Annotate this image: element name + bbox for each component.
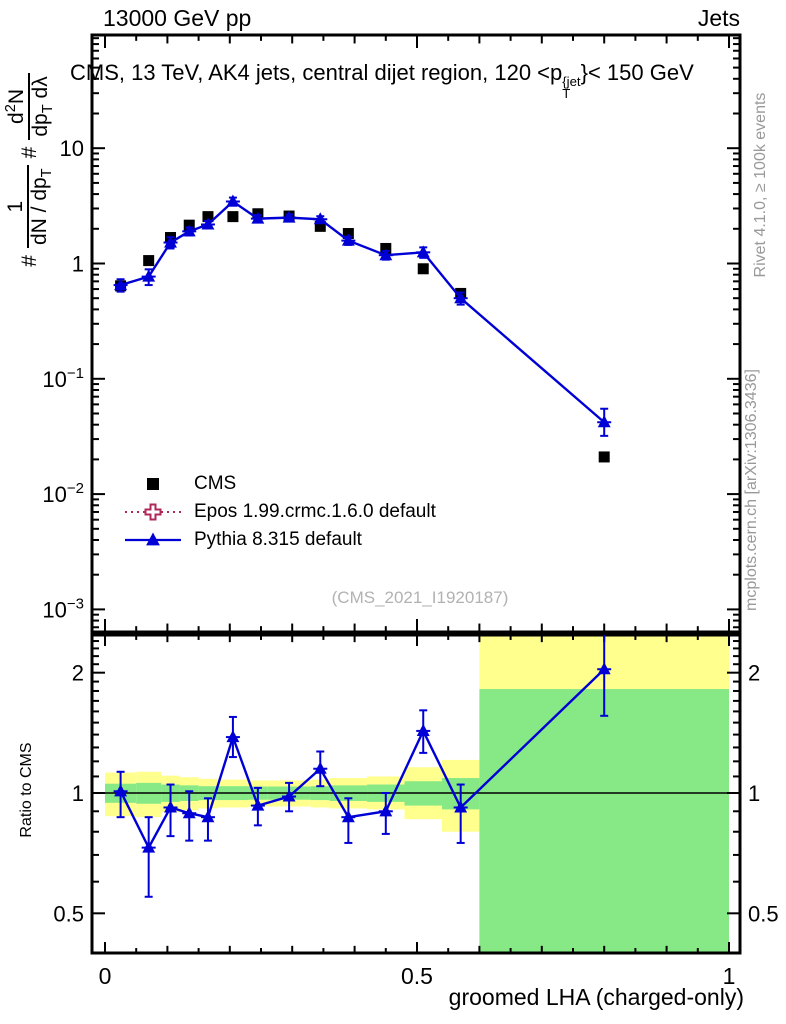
analysis-id-watermark: (CMS_2021_I1920187) [331, 588, 509, 607]
svg-text:0: 0 [99, 963, 112, 989]
svg-text:0.5: 0.5 [748, 901, 779, 926]
plot-title-text: CMS, 13 TeV, AK4 jets, central dijet reg… [70, 60, 563, 85]
x-axis-label: groomed LHA (charged-only) [448, 984, 744, 1010]
svg-text:1: 1 [723, 963, 736, 989]
svg-text:2: 2 [72, 661, 84, 686]
svg-text:1: 1 [748, 781, 760, 806]
fraction2-numerator: d2N [3, 73, 30, 140]
legend-item-pythia: Pythia 8.315 default [122, 526, 436, 554]
yaxis-fraction-1: 1 dN / dpT [4, 165, 56, 249]
beam-energy-label: 13000 GeV pp [103, 5, 252, 31]
svg-text:1: 1 [72, 781, 84, 806]
yaxis-fraction-2: d2N dpT dλ [3, 73, 57, 140]
epos-cross-marker-icon [122, 502, 184, 522]
svg-text:2: 2 [748, 661, 760, 686]
pythia-triangle-marker-icon [122, 530, 184, 550]
legend-item-epos: Epos 1.99.crmc.1.6.0 default [122, 498, 436, 526]
svg-text:0.5: 0.5 [53, 901, 84, 926]
fraction1-denominator: dN / dpT [27, 168, 55, 246]
cms-square-marker-icon [122, 474, 184, 494]
pt-jet-supsub: {jet T [562, 73, 581, 102]
hash-symbol: # [18, 146, 41, 159]
svg-text:10−1: 10−1 [42, 365, 84, 392]
mcplots-credit-label: mcplots.cern.ch [arXiv:1306.3436] [743, 369, 760, 611]
legend-label-cms: CMS [194, 473, 237, 494]
hash-symbol: # [18, 255, 41, 267]
rivet-version-label: Rivet 4.1.0, ≥ 100k events [752, 92, 769, 278]
fraction1-numerator: 1 [4, 165, 29, 249]
pt-jet-superscript: {jet [562, 73, 581, 89]
fraction2-denominator: dpT dλ [28, 76, 56, 137]
pt-subscript: T [562, 86, 571, 102]
legend-label-epos: Epos 1.99.crmc.1.6.0 default [194, 501, 436, 522]
main-y-axis-label: # 1 dN / dpT # d2N dpT dλ [3, 20, 57, 320]
ratio-y-axis-label: Ratio to CMS [18, 742, 35, 838]
legend: CMS Epos 1.99.crmc.1.6.0 default Pythia … [122, 470, 436, 554]
legend-item-cms: CMS [122, 470, 436, 498]
process-label: Jets [697, 5, 740, 31]
svg-text:10: 10 [60, 136, 84, 161]
legend-label-pythia: Pythia 8.315 default [194, 529, 362, 550]
plot-title: CMS, 13 TeV, AK4 jets, central dijet reg… [70, 60, 694, 101]
svg-text:1: 1 [72, 252, 84, 277]
svg-text:0.5: 0.5 [401, 963, 433, 989]
svg-text:10−3: 10−3 [42, 595, 84, 622]
plot-title-suffix: }< 150 GeV [580, 60, 694, 85]
svg-text:10−2: 10−2 [42, 480, 84, 507]
